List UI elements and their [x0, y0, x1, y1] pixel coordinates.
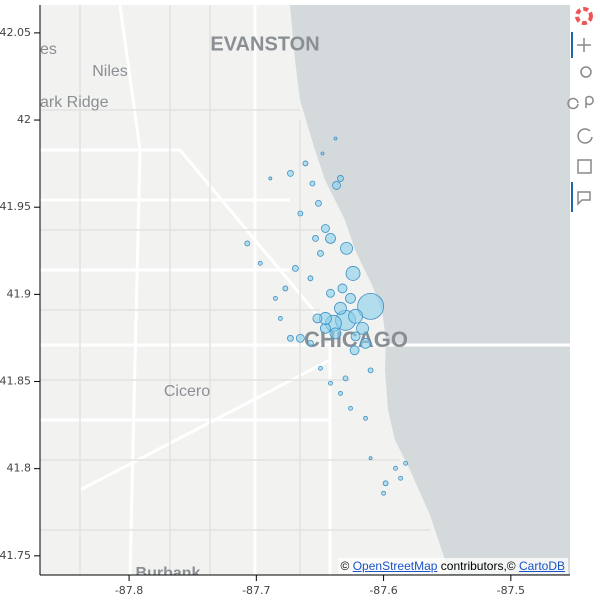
attribution-text: ©: [340, 559, 353, 573]
lake: [290, 5, 570, 575]
osm-link[interactable]: OpenStreetMap: [352, 559, 438, 573]
point: [393, 465, 398, 471]
point: [334, 301, 347, 315]
point: [338, 390, 343, 396]
point: [282, 285, 289, 292]
hover-tool[interactable]: [577, 191, 591, 206]
point: [363, 415, 368, 421]
y-tick-label: 41.75: [0, 549, 31, 562]
point: [356, 321, 369, 335]
point: [321, 224, 330, 233]
point: [349, 345, 360, 356]
point: [348, 308, 363, 324]
map-label: Niles: [92, 63, 128, 80]
point: [367, 367, 374, 374]
wheel-zoom-tool[interactable]: [567, 95, 594, 110]
save-tool[interactable]: [577, 159, 592, 174]
point: [312, 313, 323, 324]
point: [340, 241, 353, 255]
point: [268, 176, 273, 181]
y-tick-label: 41.8: [7, 462, 32, 475]
point: [337, 175, 344, 182]
point: [403, 460, 408, 466]
map-label: ark Ridge: [40, 94, 109, 111]
carto-link[interactable]: CartoDB: [518, 559, 565, 573]
map-label: es: [40, 41, 57, 58]
point: [295, 333, 305, 343]
map-label: Burbank: [136, 565, 201, 582]
point: [332, 181, 341, 190]
point: [307, 339, 314, 347]
point: [244, 240, 251, 247]
point: [348, 405, 353, 411]
toolbar: [567, 7, 594, 212]
point: [287, 169, 294, 177]
point: [326, 288, 335, 298]
point: [320, 151, 325, 156]
y-tick-label: 42: [17, 113, 31, 126]
point: [297, 210, 304, 217]
point: [320, 322, 331, 334]
point: [345, 292, 356, 304]
attribution: © OpenStreetMap contributors,© CartoDB: [337, 558, 568, 574]
y-tick-label: 42.05: [0, 26, 31, 39]
points: [244, 136, 408, 496]
map-label: EVANSTON: [210, 33, 319, 55]
x-tick-label: -87.8: [115, 584, 143, 597]
point: [360, 337, 371, 349]
point: [315, 199, 322, 207]
minor-roads: [40, 5, 430, 575]
y-tick-label: 41.85: [0, 375, 31, 388]
point: [381, 490, 386, 496]
x-tick-label: -87.6: [369, 584, 397, 597]
point: [309, 180, 316, 187]
point: [257, 260, 263, 266]
y-tick-label: 41.95: [0, 200, 31, 213]
point: [328, 380, 333, 386]
x-tick-label: -87.7: [242, 584, 270, 597]
map-label: Cicero: [164, 383, 210, 400]
point: [345, 266, 361, 281]
point: [273, 295, 278, 301]
point: [357, 292, 384, 320]
point: [307, 275, 314, 282]
point: [382, 480, 389, 487]
reset-tool[interactable]: [577, 128, 593, 144]
point: [337, 283, 348, 294]
point: [350, 331, 361, 342]
map: EVANSTON Niles ark Ridge es Cicero CHICA…: [40, 5, 570, 582]
point: [287, 334, 294, 342]
roads: [40, 5, 570, 575]
point: [325, 233, 336, 244]
point: [302, 160, 309, 167]
point: [291, 264, 299, 272]
point: [312, 235, 319, 242]
pan-tool[interactable]: [577, 38, 591, 52]
point: [398, 475, 404, 481]
point: [318, 365, 323, 371]
logo[interactable]: [575, 7, 593, 25]
y-tick-label: 41.9: [7, 287, 32, 300]
point: [333, 136, 338, 141]
point: [329, 327, 342, 340]
zoom-tool[interactable]: [580, 66, 592, 78]
x-tick-label: -87.5: [497, 584, 525, 597]
point: [317, 249, 324, 257]
point: [342, 375, 349, 382]
point: [368, 456, 373, 461]
attribution-text: contributors,©: [437, 559, 519, 573]
point: [277, 316, 283, 321]
